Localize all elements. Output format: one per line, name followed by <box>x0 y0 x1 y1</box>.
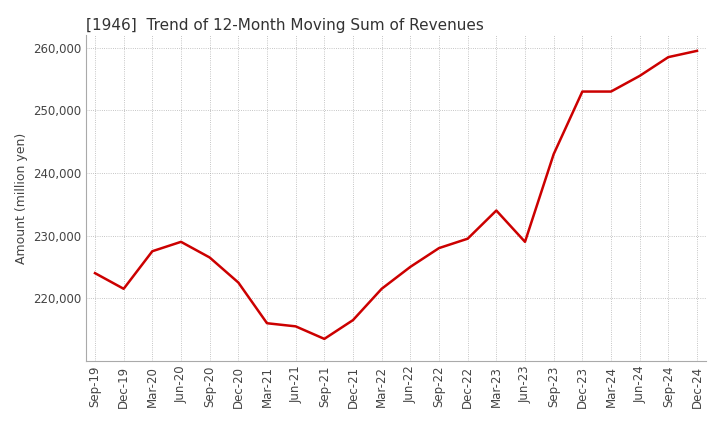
Y-axis label: Amount (million yen): Amount (million yen) <box>14 132 28 264</box>
Text: [1946]  Trend of 12-Month Moving Sum of Revenues: [1946] Trend of 12-Month Moving Sum of R… <box>86 18 485 33</box>
